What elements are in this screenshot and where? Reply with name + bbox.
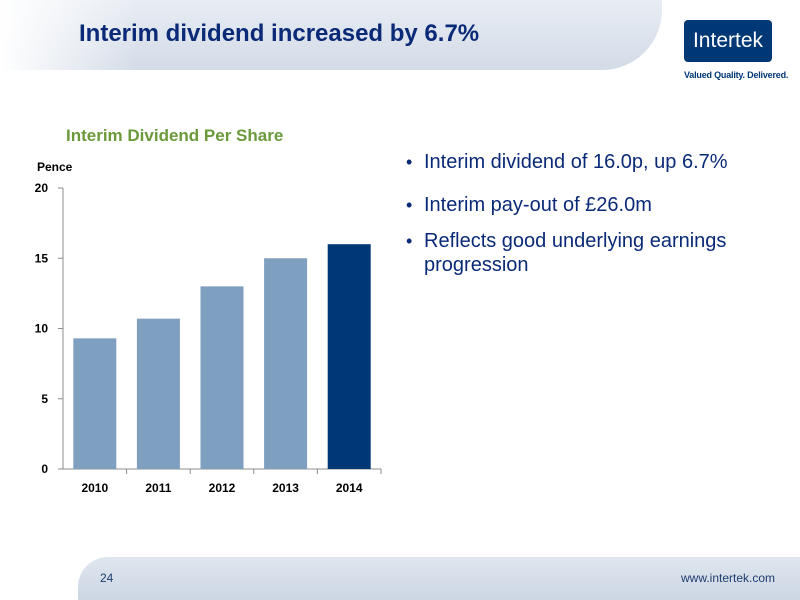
y-tick-label: 15 bbox=[35, 251, 49, 265]
bar-2014 bbox=[327, 244, 371, 469]
bullet-dot: • bbox=[406, 195, 413, 215]
logo-tagline: Valued Quality. Delivered. bbox=[684, 70, 789, 80]
bullet-text: Interim dividend of 16.0p, up 6.7% bbox=[424, 151, 728, 173]
x-tick-label: 2011 bbox=[145, 481, 171, 495]
bullet-item: • Interim dividend of 16.0p, up 6.7% bbox=[406, 150, 786, 174]
footer-band bbox=[78, 557, 800, 600]
bar-2010 bbox=[73, 338, 117, 469]
y-tick-label: 20 bbox=[35, 181, 49, 195]
bullet-text: Interim pay-out of £26.0m bbox=[424, 194, 652, 216]
bullet-text: Reflects good underlying earnings progre… bbox=[424, 230, 727, 276]
y-tick-label: 0 bbox=[41, 462, 48, 476]
x-tick-label: 2010 bbox=[81, 481, 108, 495]
header-fade bbox=[0, 0, 140, 70]
bar-2013 bbox=[264, 258, 308, 469]
chart-title: Interim Dividend Per Share bbox=[66, 126, 284, 145]
intertek-logo: Intertek bbox=[684, 20, 772, 62]
dividend-bar-chart: Pence 0 5 10 15 20 2010 2011 2012 2013 2014 bbox=[35, 160, 382, 495]
bullet-item: • Interim pay-out of £26.0m bbox=[406, 193, 786, 217]
x-tick-label: 2012 bbox=[209, 481, 236, 495]
bar-2012 bbox=[200, 286, 244, 469]
bullet-list: • Interim dividend of 16.0p, up 6.7% • Int… bbox=[406, 150, 786, 296]
x-tick-label: 2013 bbox=[272, 481, 299, 495]
bullet-item: • Reflects good underlying earnings progr… bbox=[406, 229, 786, 277]
bullet-dot: • bbox=[406, 152, 413, 172]
slide-title: Interim dividend increased by 6.7% bbox=[79, 20, 480, 47]
bullet-dot: • bbox=[406, 231, 413, 251]
y-tick-label: 10 bbox=[35, 322, 49, 336]
website-link: www.intertek.com bbox=[681, 571, 776, 585]
bar-2011 bbox=[136, 318, 180, 469]
y-axis-label: Pence bbox=[37, 160, 73, 174]
page-number: 24 bbox=[100, 571, 114, 585]
x-tick-label: 2014 bbox=[336, 481, 363, 495]
y-tick-label: 5 bbox=[41, 392, 48, 406]
